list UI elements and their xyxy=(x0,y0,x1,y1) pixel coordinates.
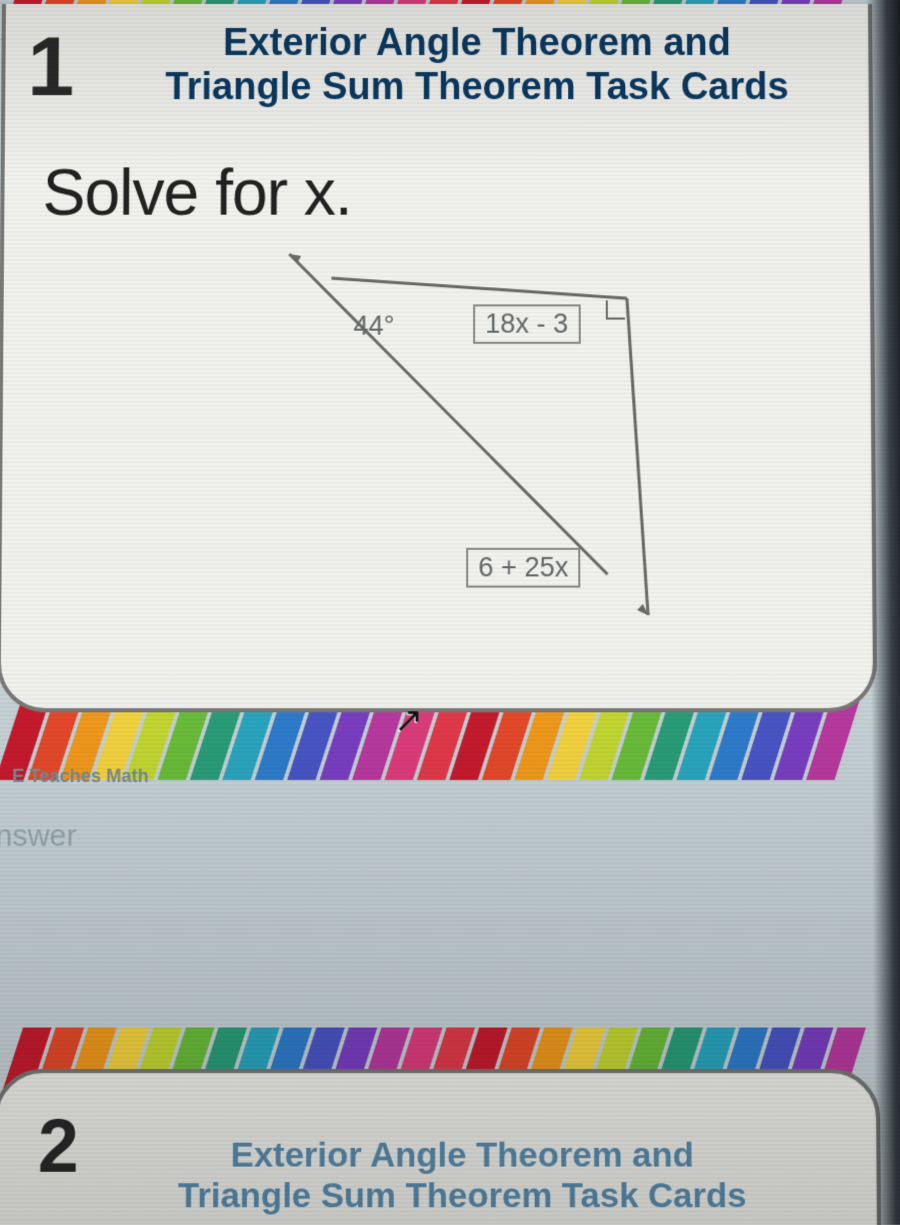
title-line-1: Exterior Angle Theorem and xyxy=(119,1135,805,1176)
mouse-cursor-icon: ↖ xyxy=(394,700,423,741)
title-line-2: Triangle Sum Theorem Task Cards xyxy=(145,66,808,110)
instruction-text: Solve for x. xyxy=(42,156,839,230)
title-line-1: Exterior Angle Theorem and xyxy=(146,22,809,66)
angle-label-44: 44° xyxy=(353,311,394,342)
task-card-2: 2 Exterior Angle Theorem and Triangle Su… xyxy=(0,1069,882,1225)
angle-label-6+25x: 6 + 25x xyxy=(466,548,581,588)
task-card-1: 1 Exterior Angle Theorem and Triangle Su… xyxy=(0,4,877,712)
angle-label-18x-3: 18x - 3 xyxy=(473,305,580,344)
watermark-text: E Teaches Math xyxy=(12,766,149,788)
card-title: Exterior Angle Theorem and Triangle Sum … xyxy=(145,22,808,110)
card-title: Exterior Angle Theorem and Triangle Sum … xyxy=(119,1135,805,1216)
card-number: 2 xyxy=(38,1104,79,1189)
answer-label: nswer xyxy=(0,819,77,854)
triangle-figure: 44° 18x - 3 6 + 25x xyxy=(31,250,842,636)
title-line-2: Triangle Sum Theorem Task Cards xyxy=(119,1176,805,1217)
card-number: 1 xyxy=(27,18,74,115)
